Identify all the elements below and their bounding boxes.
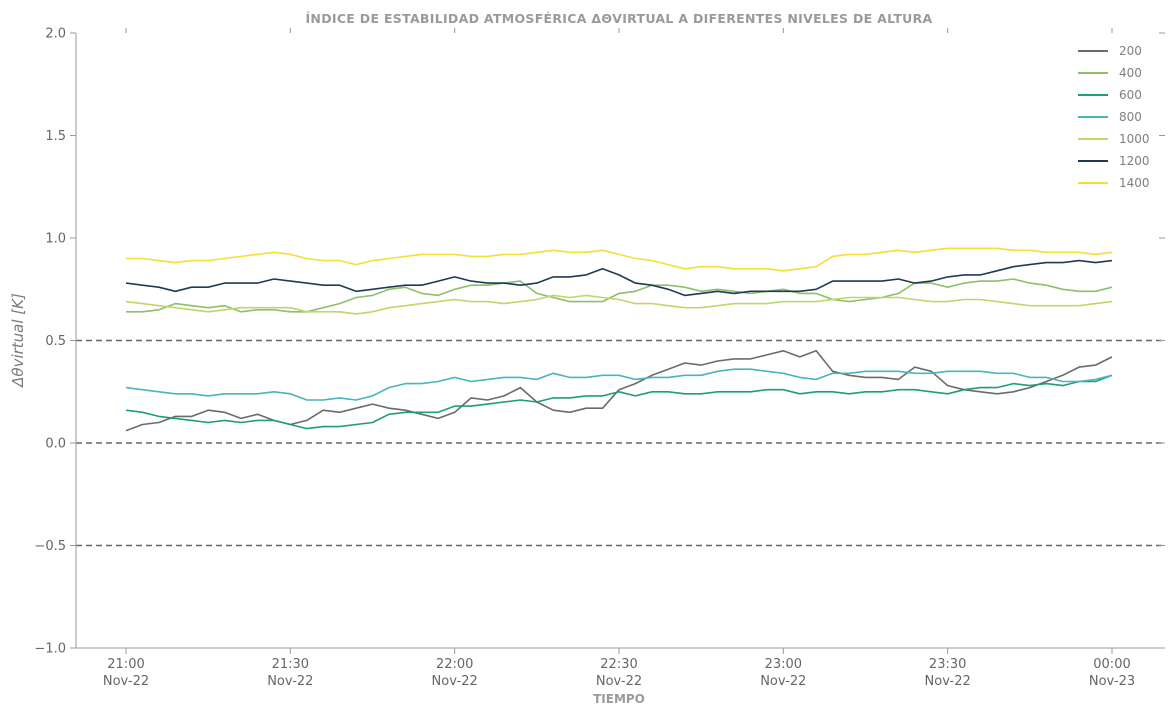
series-line-400 [126,278,1113,313]
y-tick-label: 2.0 [45,27,66,42]
legend-label-800: 800 [1119,110,1142,124]
x-tick-time-label: 23:00 [765,657,802,672]
x-tick-date-label: Nov-22 [925,674,971,689]
x-tick-time-label: 00:00 [1093,657,1130,672]
right-axis-ticks [1159,32,1165,649]
legend-label-600: 600 [1119,88,1142,102]
x-tick-time-label: 21:00 [107,657,144,672]
y-tick-label: 1.5 [45,129,66,144]
series-line-1000 [125,294,1113,315]
x-tick-time-label: 22:00 [436,657,473,672]
x-tick-time-label: 23:30 [929,657,966,672]
x-tick-date-label: Nov-22 [596,674,642,689]
y-axis-label: Δθvirtual [K] [9,293,27,388]
series-line-800 [125,368,1113,401]
x-axis-label: TIEMPO [593,692,645,706]
x-tick-date-label: Nov-23 [1089,674,1135,689]
legend-label-1200: 1200 [1119,154,1150,168]
y-tick-label: 1.0 [45,232,66,247]
x-tick-date-label: Nov-22 [432,674,478,689]
legend-label-200: 200 [1119,44,1142,58]
x-tick-time-label: 21:30 [272,657,309,672]
series-line-600 [125,374,1113,430]
reference-lines [76,339,1165,547]
x-tick-date-label: Nov-22 [267,674,313,689]
series-lines [125,247,1113,432]
legend-label-1400: 1400 [1119,176,1150,190]
legend-label-1000: 1000 [1119,132,1150,146]
y-tick-label: 0.5 [45,334,66,349]
chart-title: ÍNDICE DE ESTABILIDAD ATMOSFÉRICA ΔΘVIRT… [305,11,932,26]
series-line-200 [125,349,1113,432]
legend-label-400: 400 [1119,66,1142,80]
series-line-1400 [126,247,1113,272]
y-tick-label: 0.0 [45,437,66,452]
x-tick-time-label: 22:30 [600,657,637,672]
legend: 200 400 600 800 1000 1200 1400 [1078,44,1150,190]
series-line-1200 [125,259,1113,297]
y-tick-label: −1.0 [34,642,66,657]
top-axis-ticks [125,28,1113,33]
x-axis-ticks: 21:00 Nov-22 21:30 Nov-22 22:00 Nov-22 22:30 No… [103,648,1135,689]
x-tick-date-label: Nov-22 [760,674,806,689]
y-axis-ticks: 2.0 1.5 1.0 0.5 0.0 −0.5 −1.0 [34,27,76,657]
x-tick-date-label: Nov-22 [103,674,149,689]
y-tick-label: −0.5 [34,539,66,554]
